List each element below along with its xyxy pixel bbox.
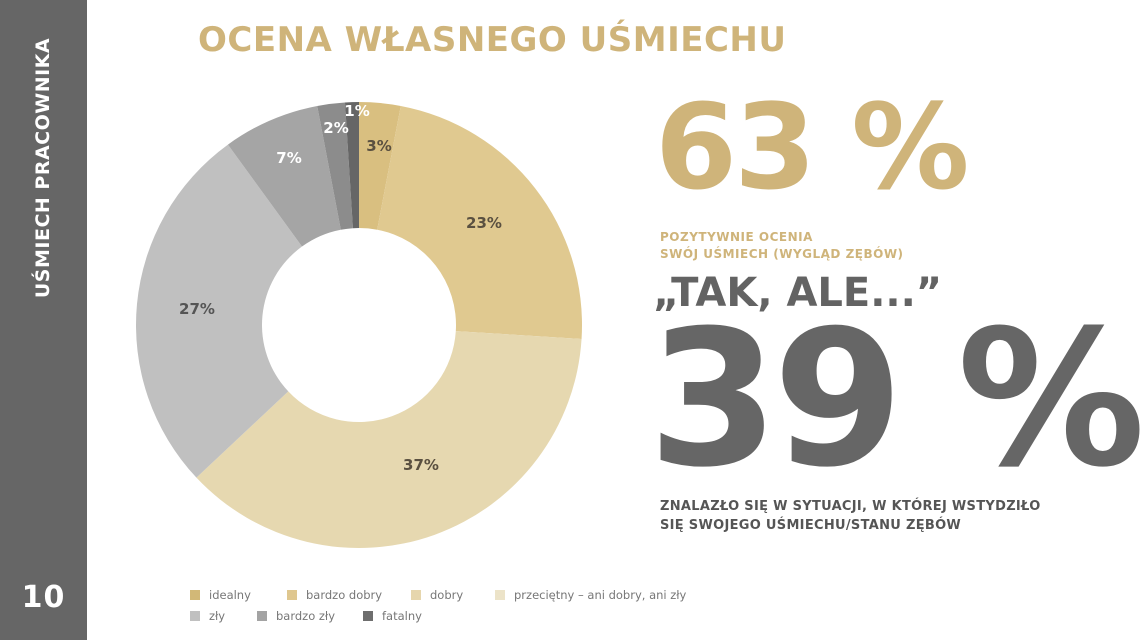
- legend-item-fatalny: fatalny: [363, 609, 422, 623]
- slice-label: 37%: [403, 456, 439, 474]
- donut-slice: [196, 331, 582, 549]
- legend-swatch: [190, 610, 200, 621]
- negative-caption-line1: ZNALAZŁO SIĘ W SYTUACJI, W KTÓREJ WSTYDZ…: [660, 499, 1041, 514]
- slice-label: 1%: [344, 102, 369, 120]
- legend-label: bardzo dobry: [306, 587, 383, 602]
- legend-swatch: [287, 589, 297, 600]
- legend-item-bardzo-dobry: bardzo dobry: [287, 588, 411, 602]
- donut-slice: [227, 105, 341, 247]
- legend-swatch: [363, 610, 373, 621]
- legend-swatch: [190, 589, 200, 600]
- legend-swatch: [411, 589, 421, 600]
- legend-label: dobry: [430, 587, 464, 602]
- quote-heading: „TAK, ALE...”: [653, 270, 943, 316]
- legend-swatch: [495, 589, 505, 600]
- legend-row-2: zły bardzo zły fatalny: [190, 605, 686, 626]
- positive-caption: POZYTYWNIE OCENIA SWÓJ UŚMIECH (WYGLĄD Z…: [660, 229, 904, 263]
- legend-label: bardzo zły: [276, 608, 336, 623]
- legend-label: zły: [209, 608, 226, 623]
- legend-item-bardzo-zly: bardzo zły: [257, 609, 363, 623]
- negative-percentage: 39 %: [648, 290, 1140, 509]
- slice-label: 23%: [466, 214, 502, 232]
- donut-slice: [317, 102, 353, 230]
- donut-slice: [359, 102, 401, 230]
- legend-item-idealny: idealny: [190, 588, 287, 602]
- legend-item-zly: zły: [190, 609, 257, 623]
- positive-percentage: 63 %: [655, 78, 970, 216]
- page-title: OCENA WŁASNEGO UŚMIECHU: [198, 20, 787, 60]
- negative-caption-line2: SIĘ SWOJEGO UŚMIECHU/STANU ZĘBÓW: [660, 518, 962, 533]
- legend-item-przecietny: przeciętny – ani dobry, ani zły: [495, 588, 686, 602]
- donut-slice: [377, 105, 582, 340]
- donut-slice: [344, 102, 359, 229]
- slice-label: 3%: [366, 137, 391, 155]
- slice-label: 27%: [179, 300, 215, 318]
- negative-caption: ZNALAZŁO SIĘ W SYTUACJI, W KTÓREJ WSTYDZ…: [660, 497, 1041, 535]
- donut-slice: [135, 144, 302, 478]
- positive-caption-line2: SWÓJ UŚMIECH (WYGLĄD ZĘBÓW): [660, 247, 904, 261]
- legend-label: idealny: [209, 587, 251, 602]
- slice-label: 2%: [323, 119, 348, 137]
- legend-label: fatalny: [382, 608, 422, 623]
- page-number: 10: [21, 580, 66, 615]
- sidebar: UŚMIECH PRACOWNIKA 10: [0, 0, 87, 640]
- legend-swatch: [257, 610, 267, 621]
- legend-item-dobry: dobry: [411, 588, 495, 602]
- slice-label: 7%: [276, 149, 301, 167]
- legend-label: przeciętny – ani dobry, ani zły: [514, 587, 687, 602]
- chart-legend: idealny bardzo dobry dobry przeciętny – …: [190, 584, 686, 626]
- positive-caption-line1: POZYTYWNIE OCENIA: [660, 230, 813, 244]
- donut-chart: 3% 23% 37% 27% 7% 2%1%: [135, 102, 582, 549]
- legend-row-1: idealny bardzo dobry dobry przeciętny – …: [190, 584, 686, 605]
